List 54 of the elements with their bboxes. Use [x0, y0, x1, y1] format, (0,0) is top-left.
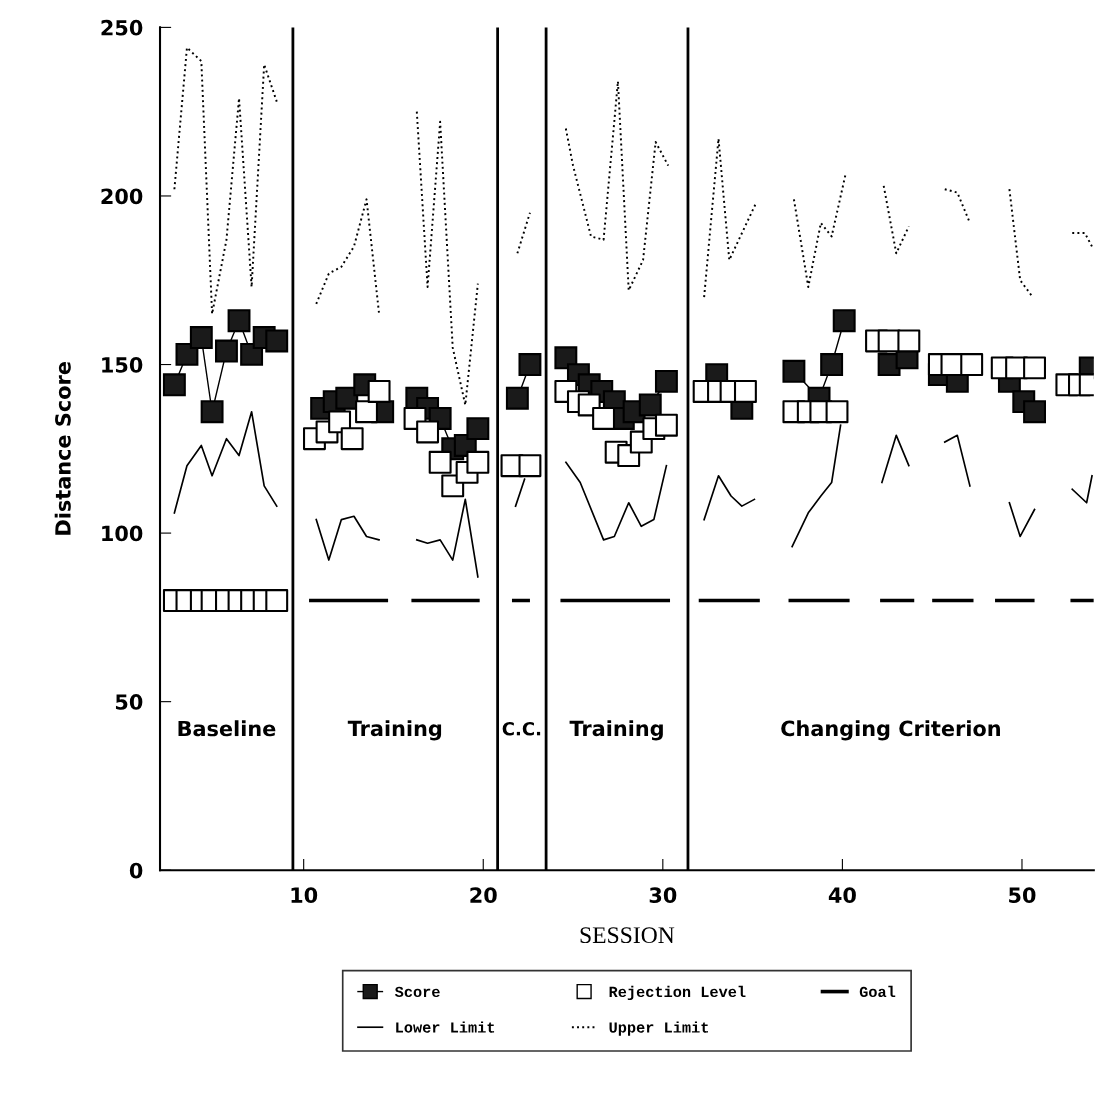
point — [733, 380, 757, 403]
point — [518, 454, 542, 478]
point — [825, 400, 849, 424]
point — [897, 329, 921, 353]
y-tick-label: 100 — [102, 525, 143, 542]
point — [466, 450, 490, 474]
x-tick-label: 40 — [828, 887, 856, 904]
point — [832, 309, 856, 333]
legend-label: Score — [394, 986, 440, 998]
point — [592, 407, 616, 430]
y-tick-label: 150 — [102, 356, 143, 373]
legend-label: Lower Limit — [396, 1021, 495, 1033]
point — [654, 369, 678, 393]
point — [1023, 400, 1047, 424]
point — [227, 309, 251, 333]
y-tick-label: 250 — [101, 19, 143, 36]
legend-label: Rejection Level — [609, 985, 746, 1001]
x-tick-label: 30 — [649, 887, 677, 904]
x-tick-label: 20 — [470, 887, 497, 904]
y-tick-label: 50 — [115, 694, 143, 710]
point — [265, 589, 289, 612]
point — [1023, 356, 1047, 380]
annotation: C.C. — [502, 721, 541, 736]
legend-label: Goal — [859, 985, 896, 998]
x-tick-label: 10 — [291, 887, 318, 904]
annotation: Baseline — [178, 720, 276, 737]
point — [654, 413, 678, 437]
point — [428, 450, 452, 474]
point — [466, 417, 490, 441]
point — [162, 373, 186, 397]
point — [505, 386, 529, 410]
point — [638, 393, 662, 417]
x-tick-label: 50 — [1009, 887, 1036, 904]
point — [200, 400, 224, 424]
legend-label: Upper Limit — [609, 1021, 708, 1036]
y-axis-title: Distance Score — [54, 362, 71, 535]
annotation: Training — [569, 720, 663, 741]
y-tick-label: 0 — [129, 862, 143, 879]
point — [367, 380, 391, 403]
y-tick-label: 200 — [101, 188, 143, 205]
point — [340, 427, 364, 451]
point — [782, 359, 806, 383]
point — [265, 329, 289, 353]
point — [215, 339, 238, 363]
point — [355, 400, 378, 424]
annotation: Changing Criterion — [781, 720, 1000, 741]
point — [175, 342, 199, 366]
point — [960, 353, 984, 376]
point — [416, 420, 440, 444]
x-axis-title: SESSION — [580, 927, 675, 944]
annotation: Training — [347, 720, 442, 741]
point — [820, 353, 844, 376]
point — [518, 353, 542, 376]
point — [189, 326, 213, 350]
